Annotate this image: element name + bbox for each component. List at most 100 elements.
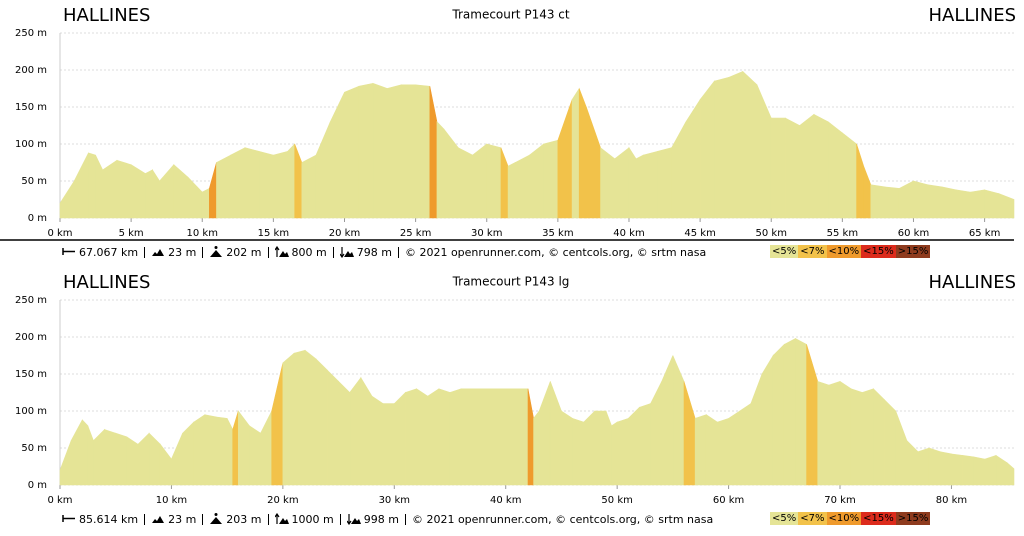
elevation-segment [817, 380, 830, 486]
elevation-segment [705, 414, 718, 486]
stat-icon [346, 514, 361, 525]
stat-icon [339, 247, 354, 258]
elevation-segment [1006, 462, 1015, 486]
elevation-segment [287, 143, 296, 219]
stat-icon [210, 246, 223, 257]
elevation-segment [443, 128, 459, 219]
elevation-segment [315, 358, 328, 486]
elevation-segment [683, 381, 696, 486]
x-tick-label: 10 km [187, 228, 218, 239]
elevation-segment [304, 349, 317, 486]
x-tick-label: 55 km [827, 228, 858, 239]
elevation-segment [460, 388, 484, 486]
elevation-segment [884, 186, 900, 219]
x-tick-label: 40 km [613, 228, 644, 239]
elevation-segment [507, 162, 516, 219]
elevation-segment [294, 143, 303, 219]
elevation-segment [209, 162, 217, 219]
elevation-segment [73, 152, 89, 219]
x-tick-label: 5 km [119, 228, 144, 239]
elevation-segment [95, 154, 103, 219]
elevation-segment [70, 419, 83, 486]
elevation-segment [611, 421, 618, 486]
start-label: HALLINES [63, 272, 150, 293]
y-tick-label: 200 m [15, 65, 47, 76]
elevation-segment [338, 380, 351, 486]
elevation-segment [742, 70, 758, 219]
elevation-segment [813, 113, 829, 219]
elevation-segment [839, 380, 852, 486]
elevation-segment [973, 456, 986, 486]
elevation-segment [917, 447, 930, 486]
separator [144, 246, 146, 258]
elevation-segment [561, 410, 573, 486]
elevation-segment [538, 381, 551, 486]
elevation-segment [600, 147, 616, 219]
legend-entry: <15% [861, 512, 896, 525]
elevation-segment [927, 184, 943, 219]
separator [202, 246, 204, 258]
elevation-segment [870, 184, 886, 219]
elevation-segment [93, 428, 105, 486]
elevation-segment [386, 84, 402, 219]
y-tick-label: 100 m [15, 406, 47, 417]
elevation-segment [173, 164, 189, 219]
elevation-segment [429, 86, 438, 219]
elevation-segment [416, 388, 429, 486]
elevation-segment [59, 179, 75, 219]
legend-entry: <7% [798, 245, 827, 258]
legend-entry: <15% [861, 245, 896, 258]
elevation-segment [783, 337, 796, 486]
elevation-segment [301, 154, 317, 219]
y-tick-label: 50 m [21, 443, 47, 454]
elevation-segment [505, 388, 529, 486]
stat-value: 800 m [291, 245, 327, 259]
elevation-segment [639, 403, 651, 486]
y-tick-label: 250 m [15, 28, 47, 39]
stat-value: 1000 m [291, 512, 334, 526]
elevation-segment [102, 159, 118, 219]
stat-value: 23 m [168, 512, 197, 526]
x-tick-label: 80 km [936, 495, 967, 506]
elevation-segment [171, 433, 183, 486]
elevation-segment [642, 151, 658, 219]
elevation-segment [405, 388, 417, 486]
y-tick-label: 0 m [28, 480, 47, 491]
x-tick-label: 40 km [490, 495, 521, 506]
elevation-segment [785, 117, 800, 219]
elevation-segment [739, 403, 752, 486]
elevation-segment [694, 414, 707, 486]
elevation-segment [998, 193, 1015, 219]
elevation-segment [863, 166, 872, 219]
elevation-segment [586, 106, 601, 219]
elevation-segment [293, 349, 306, 486]
x-tick-label: 0 km [47, 495, 72, 506]
stat-value: 23 m [168, 245, 197, 259]
x-tick-label: 20 km [329, 228, 360, 239]
x-tick-label: 15 km [258, 228, 289, 239]
stat-value: 202 m [226, 245, 262, 259]
separator [267, 246, 269, 258]
elevation-segment [635, 154, 644, 219]
elevation-segment [249, 425, 261, 486]
elevation-segment [970, 189, 985, 219]
credits: © 2021 openrunner.com, © centcols.org, ©… [411, 512, 714, 526]
elevation-segment [761, 354, 774, 486]
elevation-segment [672, 355, 685, 486]
x-tick-label: 25 km [400, 228, 431, 239]
elevation-segment [795, 337, 807, 486]
elevation-segment [861, 388, 874, 486]
y-tick-label: 250 m [15, 295, 47, 306]
elevation-segment [358, 82, 374, 219]
elevation-segment [59, 440, 72, 486]
legend: <5% <7% <10% <15% >15% [770, 245, 931, 258]
elevation-segment [393, 391, 406, 486]
elevation-segment [372, 82, 388, 219]
legend: <5% <7% <10% <15% >15% [770, 512, 931, 525]
footer-stats: 67.067 km 23 m 202 m 800 m 798 m © 2021 openr… [62, 245, 706, 259]
end-label: HALLINES [929, 5, 1016, 26]
elevation-segment [438, 388, 451, 486]
elevation-segment [614, 147, 630, 219]
elevation-segment [543, 139, 559, 219]
elevation-segment [145, 169, 153, 219]
